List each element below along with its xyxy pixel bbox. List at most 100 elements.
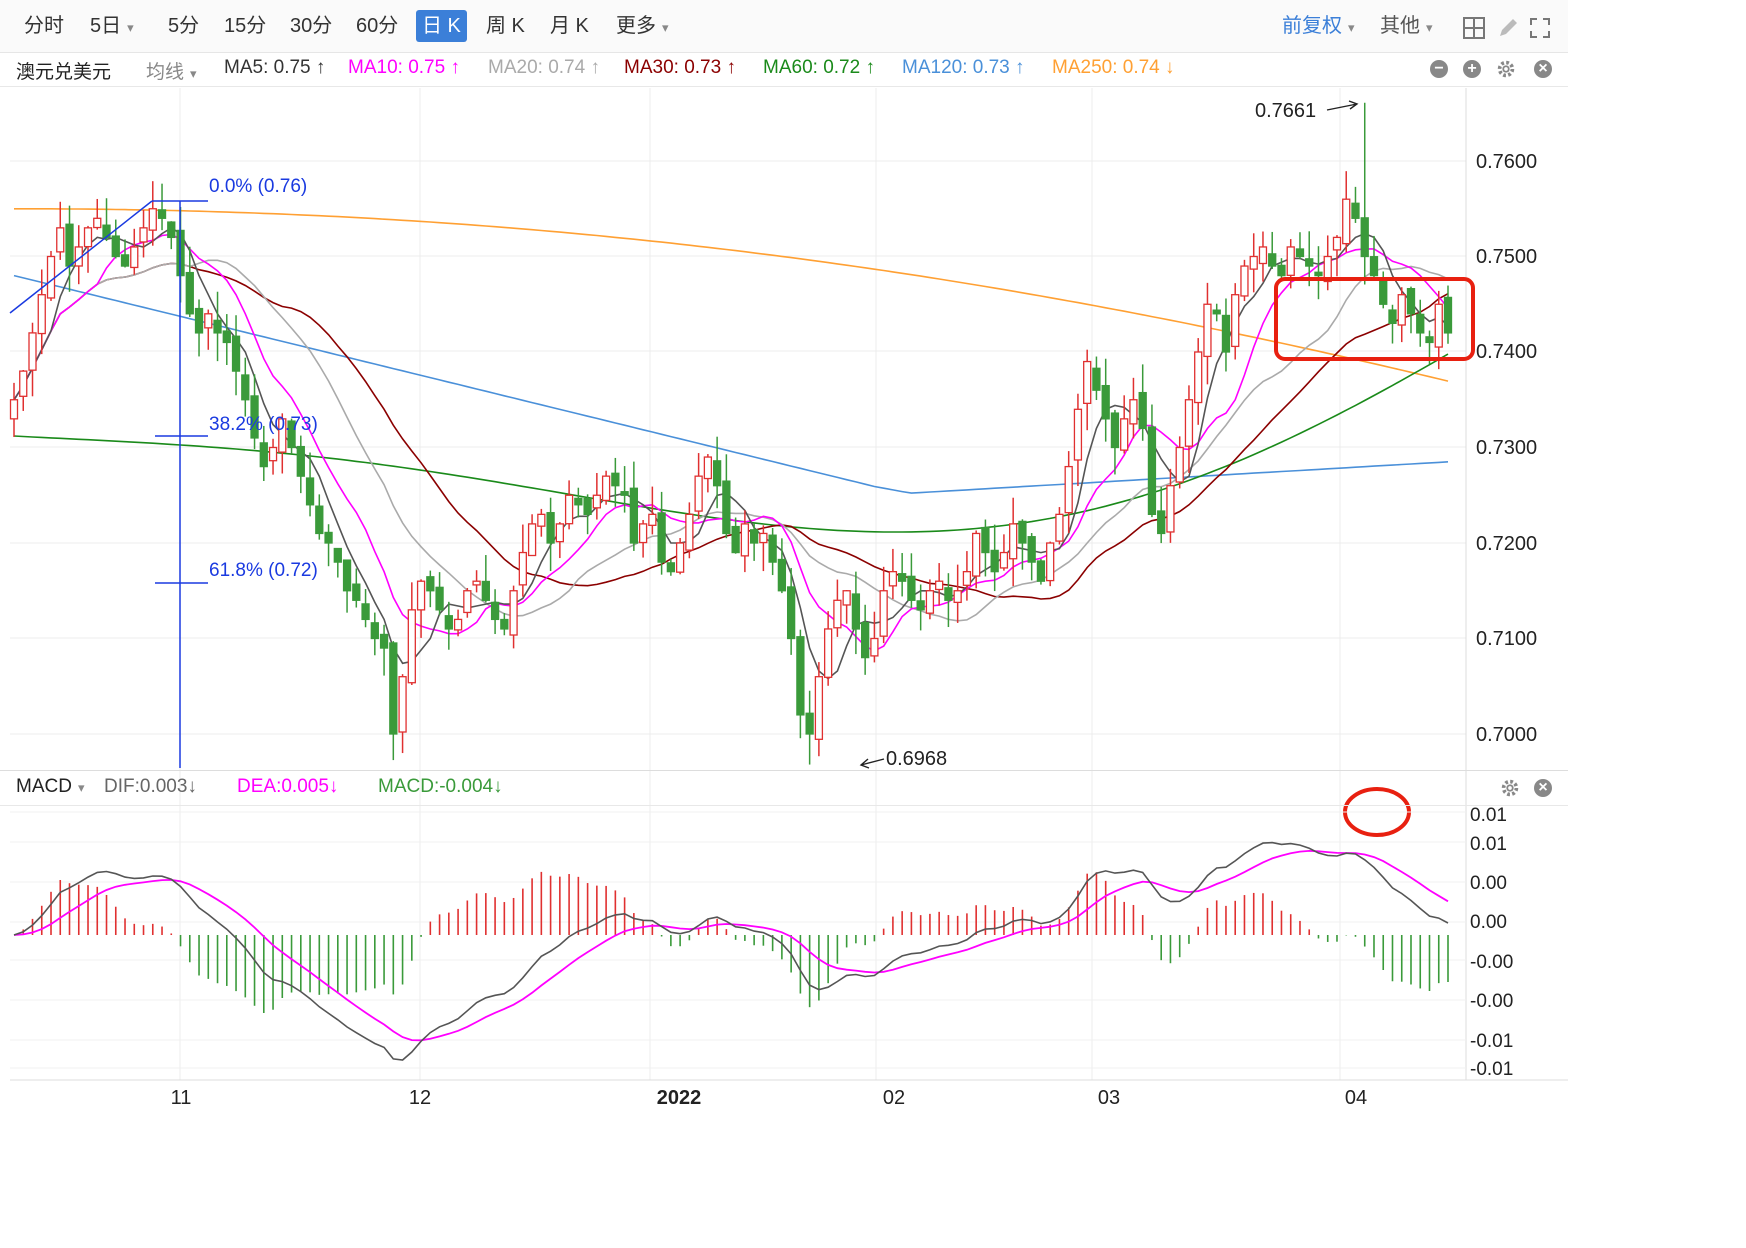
candle-body (46, 255, 56, 299)
macd-indicator-bar: MACD ▾ DIF:0.003↓ DEA:0.005↓ MACD:-0.004↓… (0, 770, 1568, 806)
candle-body (518, 551, 527, 586)
pen-icon[interactable] (1496, 16, 1520, 40)
candle-body (879, 590, 888, 637)
indicator-dropdown[interactable]: 均线 ▾ (146, 62, 197, 83)
candle-body (786, 586, 796, 640)
ma250-label: MA250: 0.74 ↓ (1052, 57, 1175, 78)
minus-icon[interactable]: − (1430, 60, 1448, 78)
candle-body (777, 558, 787, 592)
candle-body (944, 587, 953, 601)
close-icon[interactable]: × (1534, 60, 1552, 78)
period-tab-2[interactable]: 5分 (168, 15, 200, 37)
candle-body (666, 562, 676, 573)
y-tick-label: 0.7600 (1476, 151, 1537, 173)
candle-body (814, 676, 824, 740)
candle-body (888, 571, 898, 587)
candle-body (601, 475, 611, 502)
candle-body (1240, 265, 1249, 297)
candle-body (833, 599, 842, 629)
candle-body (426, 576, 435, 592)
period-tab-9[interactable]: 更多 ▾ (616, 15, 669, 37)
candle-body (1342, 198, 1351, 245)
fullscreen-icon[interactable] (1528, 16, 1552, 40)
macd-close-icon[interactable]: × (1534, 779, 1552, 797)
candle-body (407, 609, 416, 684)
other-dropdown[interactable]: 其他 ▾ (1380, 15, 1433, 37)
candle-body (823, 628, 833, 678)
candle-body (305, 477, 315, 506)
period-tab-5[interactable]: 60分 (356, 15, 399, 37)
candle-body (1110, 412, 1120, 449)
macd-settings-icon[interactable] (1499, 777, 1521, 799)
x-tick-label: 04 (1345, 1087, 1367, 1109)
candle-body (796, 636, 805, 716)
plus-icon[interactable]: + (1463, 60, 1481, 78)
candle-body (574, 497, 583, 506)
candle-body (925, 590, 935, 614)
candle-body (1397, 294, 1406, 326)
fib-label: 61.8% (0.72) (209, 560, 318, 581)
high-arrow (1326, 100, 1359, 111)
candle-body (241, 374, 250, 401)
candle-body (898, 573, 907, 582)
y-tick-label: 0.7300 (1476, 437, 1537, 459)
candle-body (1046, 542, 1055, 582)
candle-body (102, 224, 111, 239)
candle-body (352, 583, 361, 601)
adjust-dropdown[interactable]: 前复权 ▾ (1282, 15, 1355, 37)
candle-body (1138, 391, 1147, 430)
candle-body (435, 586, 444, 611)
ma250-line (14, 208, 1449, 382)
candle-body (611, 472, 620, 487)
period-tab-1[interactable]: 5日 ▾ (90, 15, 134, 37)
candle-body (1443, 296, 1453, 334)
candle-body (444, 615, 453, 630)
candle-body (1064, 465, 1073, 514)
period-tab-8[interactable]: 月 K (550, 15, 589, 37)
x-tick-label: 03 (1098, 1087, 1120, 1109)
candle-body (537, 513, 546, 527)
settings-icon[interactable] (1495, 58, 1517, 80)
x-tick-label: 2022 (657, 1087, 702, 1109)
candle-body (1212, 309, 1221, 315)
candle-body (111, 235, 120, 258)
candle-body (842, 590, 851, 606)
candle-body (1055, 513, 1064, 542)
candle-body (972, 532, 981, 577)
macd-y-tick-label: -0.00 (1470, 991, 1513, 1012)
period-tab-3[interactable]: 15分 (224, 15, 267, 37)
candle-body (1286, 246, 1295, 276)
x-tick-label: 11 (171, 1087, 192, 1109)
candle-body (490, 601, 500, 621)
candle-body (999, 551, 1009, 569)
ma30-line (13, 262, 1449, 600)
ma10-line (13, 233, 1449, 652)
candle-body (176, 229, 185, 277)
candle-body (1277, 264, 1286, 277)
dea-line (13, 849, 1449, 1042)
candle-body (204, 313, 213, 329)
candle-body (768, 534, 777, 563)
candle-body (222, 330, 231, 344)
period-tab-0[interactable]: 分时 (24, 15, 64, 37)
candle-body (1120, 418, 1129, 451)
candle-body (935, 580, 944, 591)
candle-body (278, 418, 287, 453)
ma60-label: MA60: 0.72 ↑ (763, 57, 875, 78)
period-tab-6[interactable]: 日 K (416, 10, 467, 42)
fib-label: 0.0% (0.76) (209, 176, 307, 197)
grid-icon[interactable] (1462, 16, 1486, 40)
macd-dropdown[interactable]: MACD ▾ (16, 776, 85, 797)
candle-body (1425, 336, 1434, 344)
candle-body (1203, 303, 1212, 358)
highlight-rectangle (1274, 277, 1475, 361)
candle-body (1314, 271, 1323, 277)
candle-body (463, 590, 472, 614)
candle-body (1101, 384, 1110, 420)
candle-body (83, 227, 93, 248)
period-tab-4[interactable]: 30分 (290, 15, 333, 37)
macd-y-tick-label: 0.00 (1470, 912, 1507, 933)
candle-body (481, 580, 490, 601)
period-tab-7[interactable]: 周 K (486, 15, 525, 37)
x-tick-label: 02 (883, 1087, 905, 1109)
